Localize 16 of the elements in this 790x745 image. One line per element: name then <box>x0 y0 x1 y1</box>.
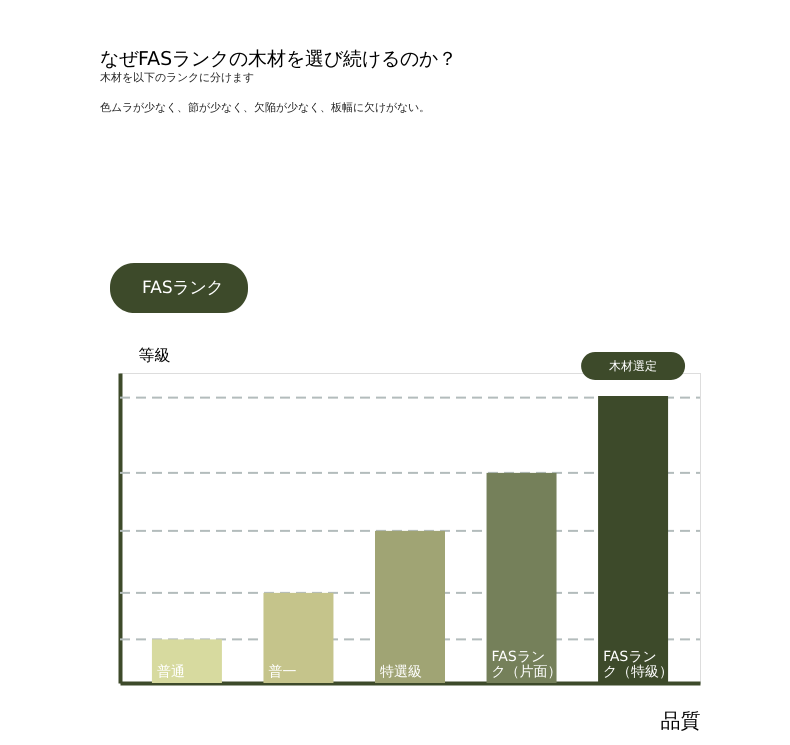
x-tick-label: 特選級 <box>380 664 422 680</box>
text: 木材を以下のランクに分けます <box>100 71 254 84</box>
x-axis-title: 品質 <box>660 708 700 732</box>
bar <box>486 472 557 683</box>
text: FASランク <box>142 278 224 298</box>
bar <box>375 530 445 683</box>
chart-title: なぜFASランクの木材を選び続けるのか？ <box>100 48 458 70</box>
x-tick-label: 普通 <box>156 663 185 680</box>
bar <box>263 592 334 683</box>
x-tick-label: FASランク（片面） <box>492 649 562 680</box>
bar <box>152 639 222 683</box>
x-tick-label: FASランク（特級） <box>603 649 674 680</box>
annotation: 木材選定 <box>609 358 658 373</box>
text: 色ムラが少なく、節が少なく、欠陥が少なく、板幅に欠けがない。 <box>100 101 430 114</box>
y-axis-title: 等級 <box>138 346 170 364</box>
x-tick-label: 普一 <box>268 663 296 680</box>
